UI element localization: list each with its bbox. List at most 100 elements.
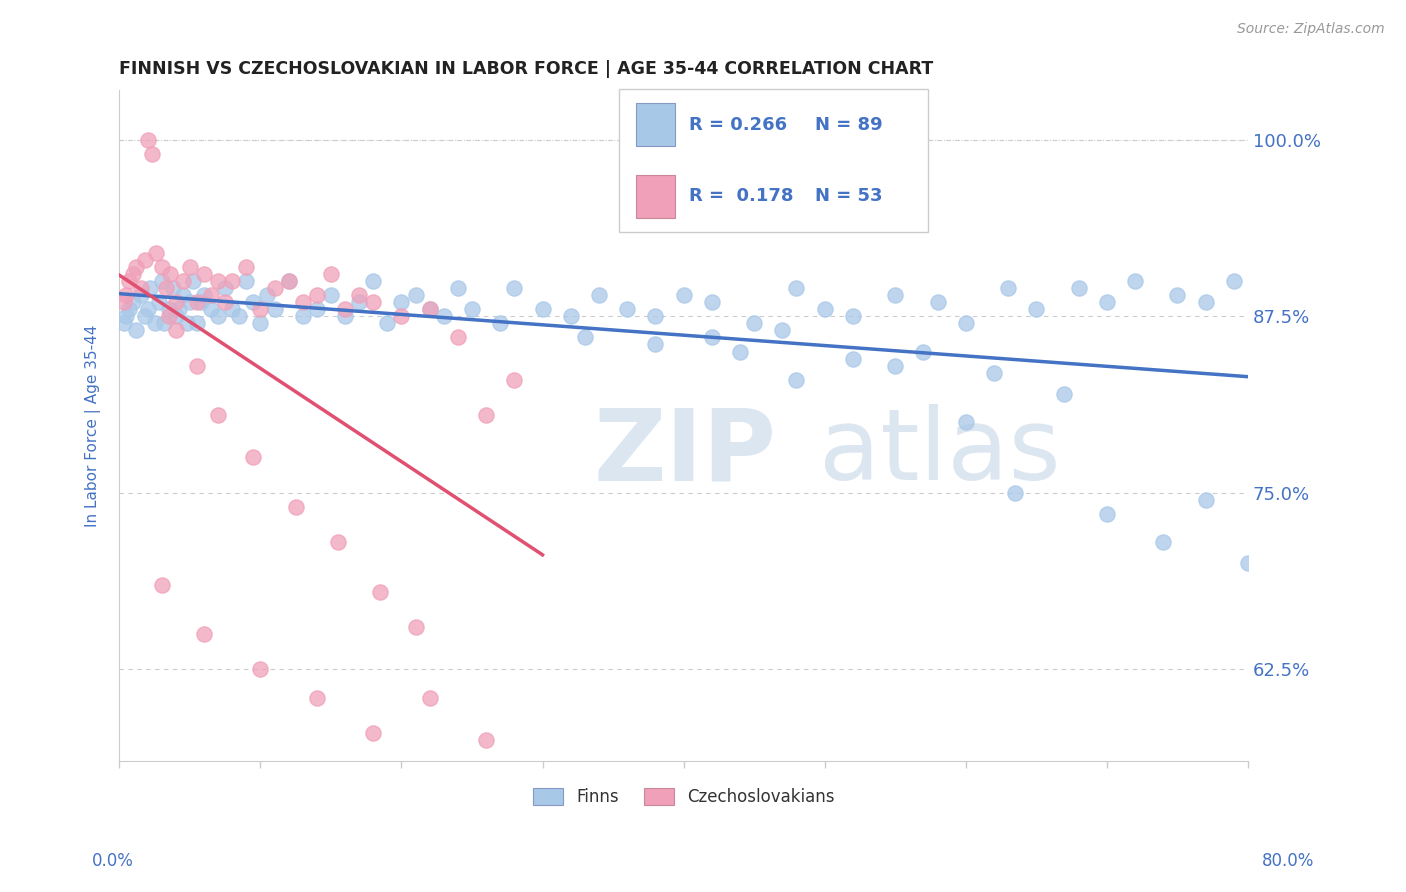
Point xyxy=(148,295,170,310)
Point xyxy=(129,281,152,295)
Point xyxy=(277,274,299,288)
Point xyxy=(207,274,229,288)
Point xyxy=(326,535,349,549)
Point xyxy=(1004,485,1026,500)
Text: R = 0.266: R = 0.266 xyxy=(689,116,787,134)
Point xyxy=(134,310,156,324)
Point xyxy=(588,288,610,302)
Point xyxy=(447,330,470,344)
Point xyxy=(159,267,181,281)
Point xyxy=(955,316,977,330)
Point xyxy=(112,295,135,310)
Point xyxy=(644,337,666,351)
Point xyxy=(305,302,328,317)
Point xyxy=(214,281,236,295)
Point xyxy=(125,323,148,337)
Point xyxy=(141,146,163,161)
Point xyxy=(235,274,257,288)
Point xyxy=(165,323,187,337)
Point xyxy=(912,344,935,359)
Point xyxy=(167,302,190,317)
Point xyxy=(150,260,173,274)
Point xyxy=(728,344,751,359)
Text: Source: ZipAtlas.com: Source: ZipAtlas.com xyxy=(1237,22,1385,37)
Point xyxy=(319,267,342,281)
Point xyxy=(263,302,285,317)
Point xyxy=(242,295,264,310)
Point xyxy=(118,274,141,288)
Point xyxy=(1067,281,1090,295)
Point xyxy=(927,295,949,310)
Point xyxy=(1053,387,1076,401)
Point xyxy=(616,302,638,317)
Text: N = 53: N = 53 xyxy=(815,187,883,205)
Point xyxy=(503,373,526,387)
Point xyxy=(172,274,194,288)
Point xyxy=(333,302,356,317)
Point xyxy=(489,316,512,330)
Point xyxy=(785,281,807,295)
Point xyxy=(228,310,250,324)
Point xyxy=(361,295,384,310)
Point xyxy=(842,310,865,324)
Point xyxy=(955,415,977,429)
Point xyxy=(118,302,141,317)
Point xyxy=(200,288,222,302)
Point xyxy=(190,295,212,310)
Point xyxy=(125,260,148,274)
Text: N = 89: N = 89 xyxy=(815,116,883,134)
Point xyxy=(1194,492,1216,507)
Point xyxy=(186,295,208,310)
Point xyxy=(249,316,271,330)
Point xyxy=(475,408,498,422)
Text: R =  0.178: R = 0.178 xyxy=(689,187,793,205)
Point xyxy=(884,359,907,373)
Point xyxy=(263,281,285,295)
Point xyxy=(1222,274,1244,288)
Point xyxy=(391,295,413,310)
Point xyxy=(172,288,194,302)
Point xyxy=(742,316,765,330)
Y-axis label: In Labor Force | Age 35-44: In Labor Force | Age 35-44 xyxy=(86,325,101,527)
Point xyxy=(157,310,180,324)
Point xyxy=(181,274,204,288)
Point xyxy=(1095,295,1118,310)
Point xyxy=(814,302,837,317)
Point xyxy=(644,310,666,324)
Point xyxy=(361,726,384,740)
Point xyxy=(134,252,156,267)
Point xyxy=(419,302,441,317)
Point xyxy=(419,690,441,705)
Point xyxy=(1194,295,1216,310)
Point xyxy=(256,288,278,302)
Point xyxy=(1123,274,1146,288)
Point xyxy=(842,351,865,366)
Point xyxy=(447,281,470,295)
Point xyxy=(157,302,180,317)
Point xyxy=(153,316,176,330)
Point xyxy=(368,584,391,599)
Point xyxy=(179,260,201,274)
Point xyxy=(115,288,138,302)
Point xyxy=(1237,557,1260,571)
Point xyxy=(1166,288,1188,302)
Point xyxy=(361,274,384,288)
Point xyxy=(207,408,229,422)
Text: atlas: atlas xyxy=(820,404,1060,501)
Point xyxy=(193,627,215,641)
Text: 80.0%: 80.0% xyxy=(1263,852,1315,870)
Point xyxy=(391,310,413,324)
Point xyxy=(672,288,695,302)
Point xyxy=(155,281,177,295)
Point xyxy=(560,310,582,324)
Point xyxy=(122,295,145,310)
Point xyxy=(983,366,1005,380)
Point xyxy=(186,316,208,330)
Point xyxy=(179,295,201,310)
Point xyxy=(207,310,229,324)
Point xyxy=(1025,302,1047,317)
Point xyxy=(503,281,526,295)
Point xyxy=(461,302,484,317)
Point xyxy=(405,620,427,634)
Point xyxy=(235,260,257,274)
